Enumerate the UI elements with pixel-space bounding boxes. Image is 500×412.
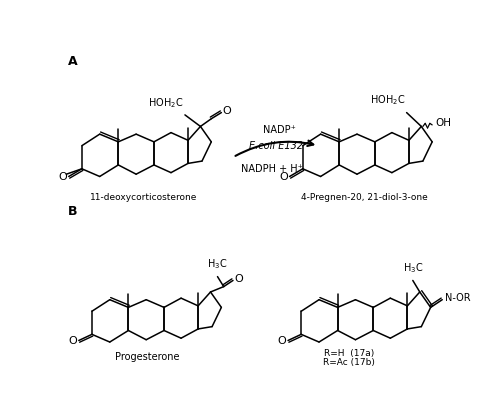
Text: O: O — [222, 106, 231, 116]
Text: HOH$_2$C: HOH$_2$C — [148, 96, 184, 110]
Text: O: O — [278, 336, 286, 346]
Text: HOH$_2$C: HOH$_2$C — [370, 94, 405, 107]
Text: 11-deoxycorticosterone: 11-deoxycorticosterone — [90, 193, 198, 202]
Text: O: O — [68, 336, 77, 346]
Text: R=H  (17a): R=H (17a) — [324, 349, 374, 358]
Text: 4-Pregnen-20, 21-diol-3-one: 4-Pregnen-20, 21-diol-3-one — [302, 193, 428, 202]
Text: NADP⁺: NADP⁺ — [263, 125, 296, 135]
Text: NADPH + H⁺: NADPH + H⁺ — [241, 164, 302, 174]
Text: O: O — [279, 172, 288, 182]
Text: R=Ac (17b): R=Ac (17b) — [324, 358, 375, 368]
Text: H$_3$C: H$_3$C — [402, 261, 423, 275]
Text: O: O — [234, 274, 243, 284]
Text: N-OR: N-OR — [446, 293, 471, 303]
Text: OH: OH — [436, 118, 452, 129]
Text: A: A — [68, 55, 78, 68]
Text: O: O — [58, 172, 67, 182]
Text: H$_3$C: H$_3$C — [208, 258, 228, 271]
Text: Progesterone: Progesterone — [116, 352, 180, 363]
Text: E.coli E132: E.coli E132 — [248, 140, 302, 151]
Text: B: B — [68, 205, 78, 218]
